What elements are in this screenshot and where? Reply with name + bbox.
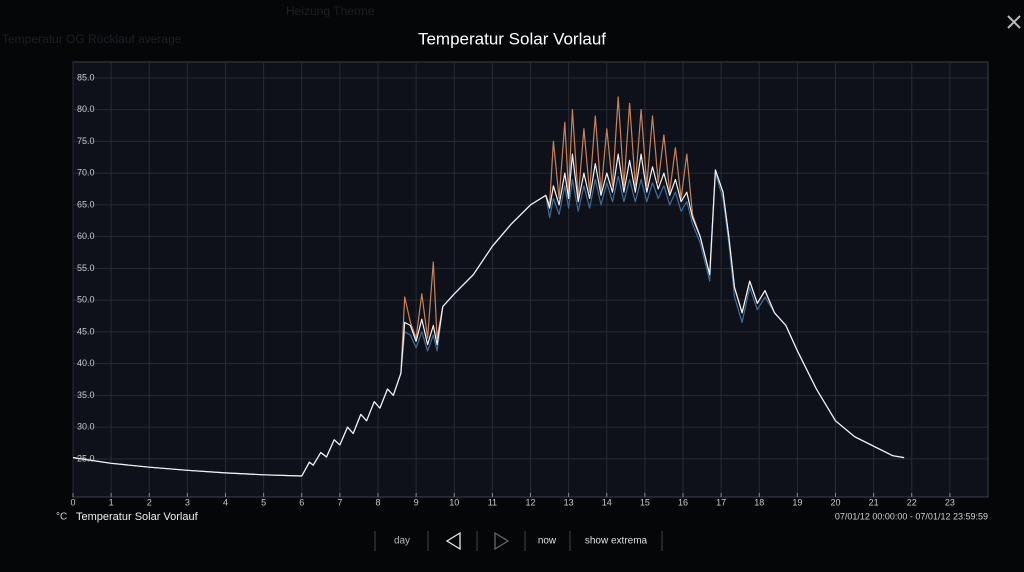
y-tick-label: 35.0	[77, 390, 95, 400]
y-tick-label: 40.0	[77, 358, 95, 368]
background-text: Heizung Therme	[286, 4, 375, 18]
y-tick-label: 85.0	[77, 72, 95, 82]
y-tick-label: 25.0	[77, 453, 95, 463]
control-separators	[374, 531, 663, 551]
y-tick-label: 80.0	[77, 104, 95, 114]
series-line	[72, 153, 905, 477]
x-tick-label: 8	[375, 497, 380, 507]
y-tick-label: 65.0	[77, 199, 95, 209]
y-tick-label: 45.0	[77, 326, 95, 336]
x-tick-label: 20	[830, 497, 840, 507]
x-tick-label: 3	[185, 497, 190, 507]
chart: 25.0 30.0 35.0 40.0 45.0 50.0 55.0 60.0 65.0 70.0…	[70, 62, 988, 507]
x-tick-label: 16	[678, 497, 688, 507]
next-button[interactable]	[494, 531, 510, 551]
y-tick-label: 50.0	[77, 295, 95, 305]
x-tick-label: 17	[716, 497, 726, 507]
day-button[interactable]: day	[394, 536, 410, 547]
x-tick-label: 22	[907, 497, 917, 507]
x-tick-label: 7	[337, 497, 342, 507]
x-tick-label: 23	[945, 497, 955, 507]
previous-button[interactable]	[445, 531, 461, 551]
x-tick-label: 19	[792, 497, 802, 507]
x-tick-label: 4	[223, 497, 228, 507]
x-tick-label: 21	[869, 497, 879, 507]
y-tick-label: 55.0	[77, 263, 95, 273]
y-tick-label: 30.0	[77, 422, 95, 432]
legend-entry: Temperatur Solar Vorlauf	[76, 511, 199, 523]
x-tick-label: 12	[525, 497, 535, 507]
x-tick-label: 13	[564, 497, 574, 507]
background-text: Temperatur OG Rücklauf average	[2, 32, 182, 46]
x-tick-label: 18	[754, 497, 764, 507]
date-range: 07/01/12 00:00:00 - 07/01/12 23:59:59	[835, 511, 988, 521]
show-extrema-button[interactable]: show extrema	[585, 536, 648, 547]
legend-unit: °C	[56, 512, 67, 523]
x-tick-label: 15	[640, 497, 650, 507]
close-button[interactable]	[1007, 15, 1021, 29]
now-button[interactable]: now	[538, 536, 557, 547]
chart-title: Temperatur Solar Vorlauf	[418, 29, 606, 48]
y-tick-label: 70.0	[77, 168, 95, 178]
y-tick-label: 75.0	[77, 136, 95, 146]
x-tick-label: 1	[109, 497, 114, 507]
x-tick-label: 10	[449, 497, 459, 507]
x-tick-label: 6	[299, 497, 304, 507]
x-tick-label: 0	[70, 497, 75, 507]
x-tick-label: 14	[602, 497, 612, 507]
x-tick-label: 11	[488, 497, 497, 507]
x-tick-label: 9	[414, 497, 419, 507]
x-tick-label: 2	[147, 497, 152, 507]
y-tick-label: 60.0	[77, 231, 95, 241]
x-tick-label: 5	[261, 497, 266, 507]
